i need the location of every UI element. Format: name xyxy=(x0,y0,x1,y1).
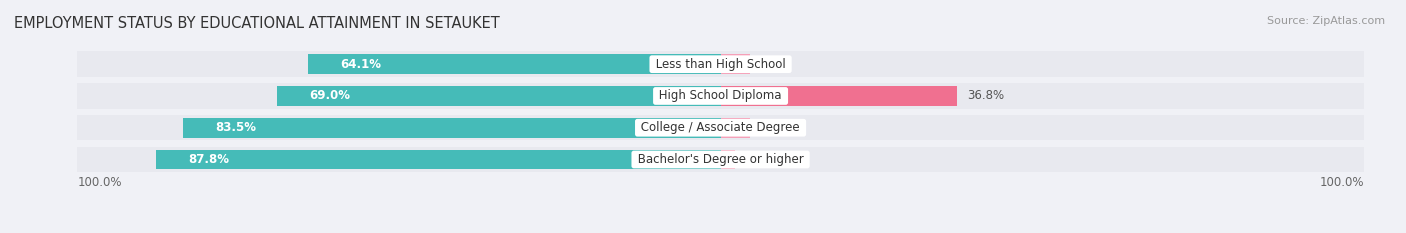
Bar xyxy=(156,150,721,169)
Text: 100.0%: 100.0% xyxy=(77,176,122,189)
Text: EMPLOYMENT STATUS BY EDUCATIONAL ATTAINMENT IN SETAUKET: EMPLOYMENT STATUS BY EDUCATIONAL ATTAINM… xyxy=(14,16,499,31)
Text: 0.0%: 0.0% xyxy=(759,121,789,134)
Bar xyxy=(77,147,1364,172)
Bar xyxy=(183,118,721,137)
Text: 83.5%: 83.5% xyxy=(215,121,257,134)
Text: College / Associate Degree: College / Associate Degree xyxy=(637,121,804,134)
Bar xyxy=(277,86,721,106)
Text: 0.0%: 0.0% xyxy=(759,58,789,71)
Text: Bachelor's Degree or higher: Bachelor's Degree or higher xyxy=(634,153,807,166)
Bar xyxy=(721,118,749,137)
Bar xyxy=(308,54,721,74)
Text: Less than High School: Less than High School xyxy=(652,58,789,71)
Text: 2.2%: 2.2% xyxy=(744,153,775,166)
Text: High School Diploma: High School Diploma xyxy=(655,89,786,103)
Bar xyxy=(77,115,1364,140)
Bar xyxy=(77,51,1364,77)
Bar xyxy=(721,86,957,106)
Text: 36.8%: 36.8% xyxy=(967,89,1004,103)
Text: 87.8%: 87.8% xyxy=(188,153,229,166)
Text: 69.0%: 69.0% xyxy=(309,89,350,103)
Bar xyxy=(721,150,735,169)
Text: 64.1%: 64.1% xyxy=(340,58,381,71)
Text: 100.0%: 100.0% xyxy=(1319,176,1364,189)
Bar xyxy=(77,83,1364,109)
Text: Source: ZipAtlas.com: Source: ZipAtlas.com xyxy=(1267,16,1385,26)
Bar xyxy=(721,54,749,74)
